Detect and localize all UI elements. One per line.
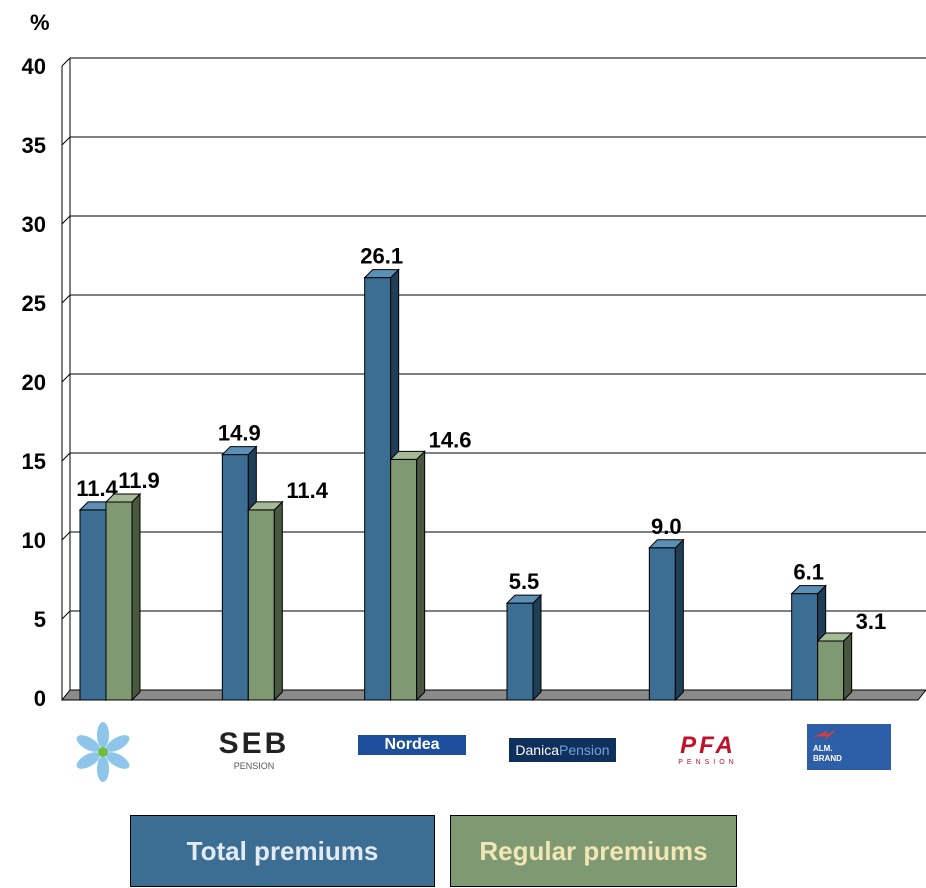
alm-brand-logo: ALM. BRAND (807, 724, 891, 770)
bar (506, 602, 534, 701)
y-tick-label: 5 (34, 607, 46, 632)
bar (247, 509, 275, 701)
danica-pension-logo: Danica Pension (509, 738, 616, 762)
legend-regular-premiums: Regular premiums (450, 815, 737, 887)
seb-logo-subtext: PENSION (233, 761, 275, 771)
gridline-depth (61, 373, 71, 383)
danica-logo-text: Danica (515, 742, 559, 758)
bar-side (131, 492, 141, 702)
bar (817, 640, 845, 701)
seb-logo-text: SEB (218, 727, 290, 760)
bar (79, 509, 107, 701)
y-tick-label: 30 (22, 212, 46, 237)
bar-side (843, 631, 853, 702)
alm-brand-text-2: BRAND (813, 754, 842, 763)
bar-top (389, 450, 426, 460)
gridline-depth (61, 215, 71, 225)
nordea-logo-text: Nordea (384, 736, 440, 753)
pfa-logo-text: PFA (680, 732, 736, 759)
bar-top (816, 632, 853, 642)
bar (390, 458, 418, 701)
y-tick-label: 25 (22, 291, 46, 316)
gridline-depth (61, 610, 71, 620)
alm-brand-text-1: ALM. (813, 744, 833, 753)
bar (221, 454, 249, 701)
danica-logo-text-pension: Pension (559, 742, 610, 758)
gridline-depth (61, 57, 71, 67)
nordea-logo: Nordea (358, 735, 466, 755)
legend-regular-label: Regular premiums (479, 835, 708, 866)
bar-chart: 0 5 10 15 20 25 30 35 40% 11.4 14.9 26.1 5.5 9.0 6.1 11… (22, 10, 926, 711)
alm-brand-emblem-icon (813, 729, 837, 740)
gridline-depth (61, 531, 71, 541)
gridline-depth (61, 136, 71, 146)
data-label: 11.4 (286, 478, 328, 503)
bar-top (505, 594, 543, 604)
bar-side (273, 500, 283, 702)
bar-top (247, 501, 284, 511)
y-tick-label: 15 (22, 449, 46, 474)
bar-side (416, 450, 426, 702)
bar (648, 547, 676, 701)
data-label: 26.1 (360, 244, 403, 269)
data-label: 6.1 (793, 560, 824, 585)
bar-top (104, 493, 142, 503)
bar-top (363, 269, 400, 279)
data-label: 9.0 (651, 514, 682, 539)
pfa-pension-logo: PFA PENSION (662, 734, 754, 768)
y-tick-label: 20 (22, 370, 46, 395)
data-label: 14.6 (429, 427, 472, 452)
y-unit-label: % (30, 10, 50, 35)
y-tick-label: 35 (22, 133, 46, 158)
tryg-logo (72, 722, 134, 782)
bar-top (648, 539, 685, 549)
data-label: 11.9 (118, 468, 160, 493)
gridline-depth (61, 294, 71, 304)
bar (105, 501, 133, 701)
legend-total-premiums: Total premiums (130, 815, 435, 887)
bar (364, 277, 392, 701)
y-tick-label: 40 (22, 54, 46, 79)
data-label: 14.9 (218, 421, 261, 446)
gridline-depth (61, 452, 71, 462)
bar-top (221, 446, 258, 456)
y-tick-label: 0 (34, 686, 46, 711)
bar (791, 593, 819, 701)
bar-side (532, 593, 542, 702)
y-tick-label: 10 (22, 528, 46, 553)
bar-side (674, 538, 684, 702)
data-label: 3.1 (856, 609, 887, 634)
pfa-logo-subtext: PENSION (678, 759, 738, 766)
legend-total-label: Total premiums (186, 835, 379, 866)
data-label: 5.5 (509, 569, 540, 594)
seb-pension-logo: SEB PENSION (208, 728, 300, 780)
bar-top (790, 585, 827, 595)
